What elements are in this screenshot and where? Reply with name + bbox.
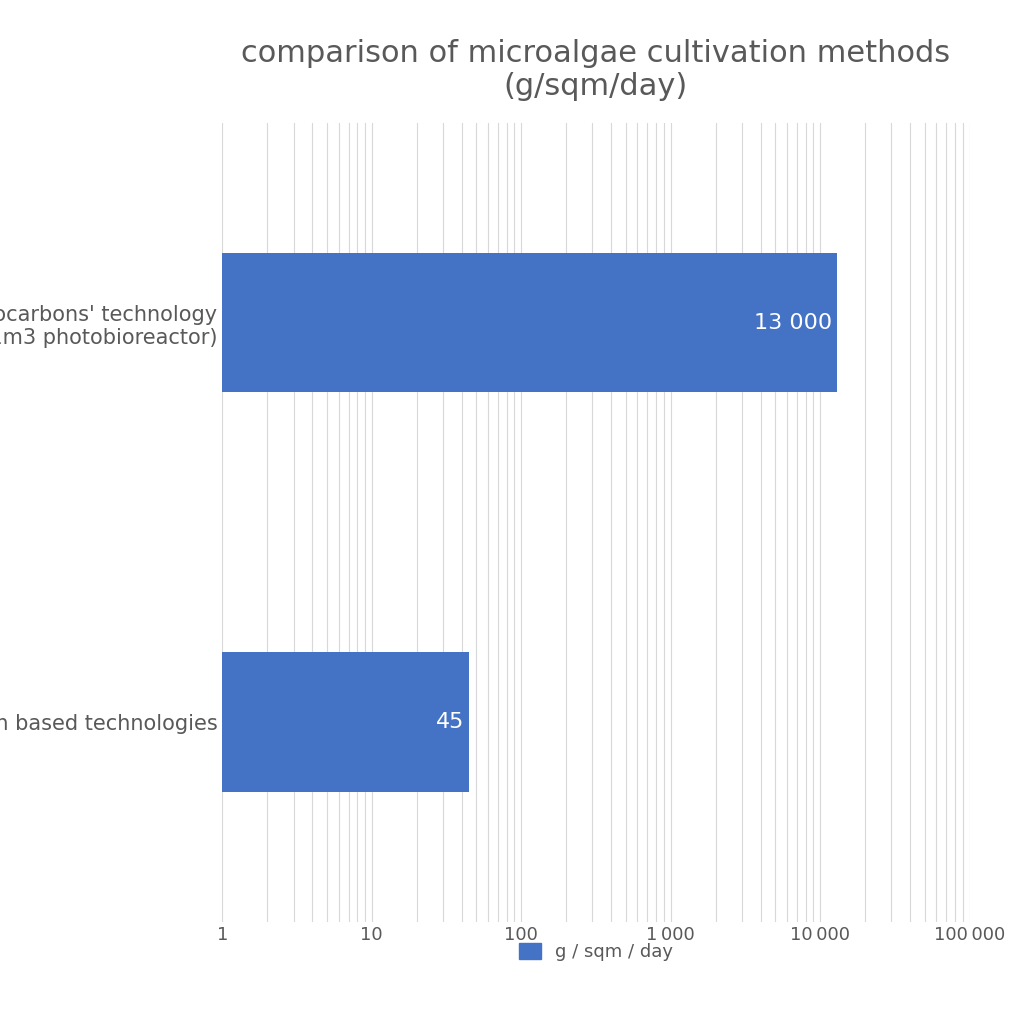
Title: comparison of microalgae cultivation methods
(g/sqm/day): comparison of microalgae cultivation met… [241,39,950,101]
Legend: g / sqm / day: g / sqm / day [512,936,680,969]
Text: 13 000: 13 000 [753,312,832,333]
Bar [0,652,470,792]
Text: 45: 45 [435,712,464,732]
Bar [0,253,837,392]
